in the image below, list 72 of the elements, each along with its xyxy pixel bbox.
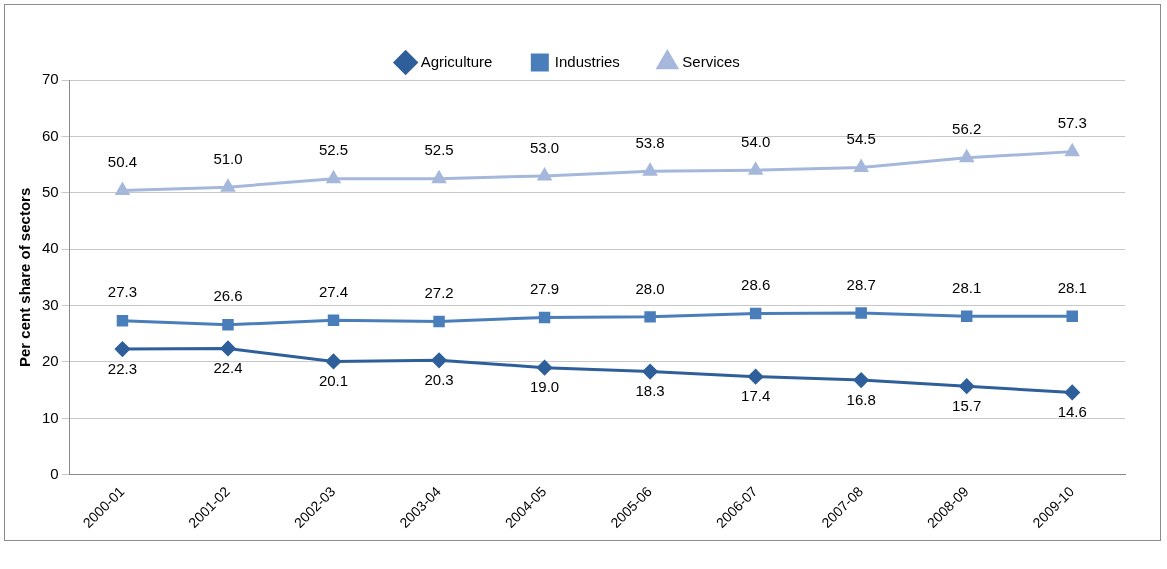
data-label: 19.0: [529, 378, 560, 396]
point: [749, 307, 762, 320]
point: [643, 163, 657, 176]
data-label: 20.3: [424, 370, 454, 388]
point: [114, 341, 130, 357]
y-tick-label: 10: [42, 408, 59, 426]
data-label: 20.1: [318, 372, 349, 390]
data-label: 27.3: [107, 283, 138, 301]
point: [116, 315, 129, 327]
point: [537, 360, 553, 376]
point: [222, 319, 234, 331]
point: [960, 310, 973, 323]
point: [959, 378, 975, 394]
point: [432, 171, 446, 184]
data-label: 54.5: [846, 130, 876, 148]
point: [854, 159, 868, 172]
data-label: 50.4: [107, 153, 138, 171]
data-label: 27.2: [424, 284, 454, 302]
data-label: 53.0: [529, 138, 560, 156]
data-label: 18.3: [635, 382, 665, 400]
legend-label: Industries: [554, 52, 620, 70]
data-label: 52.5: [424, 141, 454, 159]
point: [433, 315, 445, 328]
point: [642, 364, 658, 380]
legend-label: Services: [682, 52, 740, 70]
legend-label: Agriculture: [420, 52, 493, 70]
point: [960, 150, 974, 163]
data-label: 28.0: [635, 279, 665, 297]
y-tick-label: 70: [42, 70, 59, 88]
data-label: 27.9: [529, 280, 560, 298]
data-label: 52.5: [318, 141, 349, 159]
data-label: 15.7: [952, 396, 982, 414]
point: [1065, 144, 1079, 157]
data-label: 28.1: [1057, 278, 1087, 296]
y-tick-label: 20: [42, 352, 59, 370]
data-label: 27.4: [318, 282, 349, 300]
y-tick-label: 0: [50, 464, 59, 482]
point: [431, 352, 447, 368]
point: [855, 307, 867, 319]
data-label: 51.0: [213, 149, 243, 167]
data-label: 22.4: [213, 359, 243, 377]
point: [220, 340, 236, 356]
data-label: 22.3: [107, 359, 138, 377]
point: [326, 171, 341, 184]
point: [1064, 384, 1080, 400]
data-label: 57.3: [1057, 114, 1087, 132]
point: [327, 314, 340, 326]
point: [644, 311, 656, 323]
data-label: 28.7: [846, 275, 876, 293]
data-label: 54.0: [741, 132, 771, 150]
y-tick-label: 40: [42, 239, 59, 257]
point: [537, 168, 552, 181]
point: [748, 369, 764, 385]
point: [115, 183, 130, 196]
point: [853, 372, 869, 388]
point: [538, 311, 551, 324]
point: [748, 162, 763, 175]
y-tick-label: 30: [42, 295, 59, 313]
data-label: 16.8: [846, 390, 876, 408]
data-label: 28.1: [952, 278, 982, 296]
y-axis-title: Per cent share of sectors: [16, 187, 34, 368]
point: [1066, 310, 1078, 323]
y-tick-label: 60: [42, 126, 59, 144]
point: [221, 179, 235, 192]
data-label: 14.6: [1057, 403, 1087, 421]
data-label: 17.4: [741, 387, 771, 405]
y-tick-label: 50: [42, 182, 59, 200]
data-label: 53.8: [635, 134, 665, 152]
data-label: 26.6: [213, 287, 243, 305]
point: [326, 353, 342, 369]
data-label: 28.6: [741, 276, 771, 294]
data-label: 56.2: [952, 120, 982, 138]
